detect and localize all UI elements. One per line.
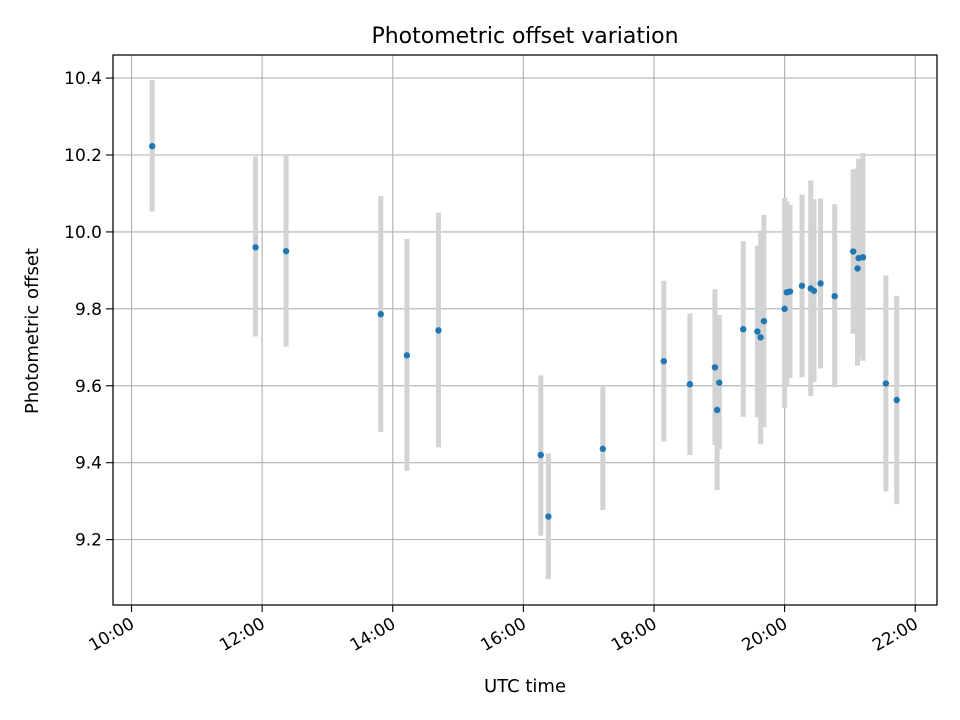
- data-point: [882, 380, 890, 387]
- y-axis-label: Photometric offset: [22, 248, 43, 414]
- data-point: [849, 248, 857, 255]
- x-axis-label: UTC time: [484, 676, 566, 697]
- data-point: [403, 352, 411, 359]
- y-tick-label: 9.6: [75, 377, 102, 397]
- data-points: [148, 142, 900, 520]
- data-point: [599, 445, 607, 453]
- data-point: [786, 288, 794, 295]
- y-axis-ticks: 9.2 9.4 9.6 9.8 10.0 10.2 10.4: [64, 69, 113, 551]
- data-point: [545, 513, 552, 520]
- chart-title: Photometric offset variation: [371, 24, 678, 49]
- data-point: [893, 396, 900, 404]
- data-point: [760, 317, 768, 325]
- y-tick-label: 10.2: [64, 146, 102, 166]
- data-point: [435, 327, 442, 334]
- y-tick-label: 10.4: [64, 69, 102, 89]
- y-tick-label: 9.8: [75, 300, 102, 320]
- data-point: [810, 287, 818, 294]
- data-point: [711, 364, 719, 371]
- data-point: [781, 305, 788, 313]
- y-tick-label: 9.4: [75, 454, 102, 474]
- data-point: [660, 357, 667, 365]
- data-point: [798, 282, 806, 289]
- data-point: [754, 328, 761, 335]
- y-tick-label: 9.2: [75, 531, 102, 551]
- data-point: [757, 334, 764, 341]
- data-point: [716, 379, 723, 386]
- data-point: [859, 254, 867, 261]
- data-point: [282, 247, 290, 255]
- data-point: [854, 265, 861, 272]
- data-point: [537, 451, 544, 459]
- data-point: [713, 406, 721, 414]
- plot-frame: [112, 54, 938, 606]
- data-point: [377, 311, 384, 318]
- data-point: [740, 326, 747, 333]
- data-point: [817, 280, 824, 287]
- data-point: [831, 292, 838, 300]
- y-tick-label: 10.0: [64, 223, 102, 243]
- data-point: [252, 244, 259, 251]
- data-point: [148, 142, 156, 150]
- data-point: [686, 381, 694, 388]
